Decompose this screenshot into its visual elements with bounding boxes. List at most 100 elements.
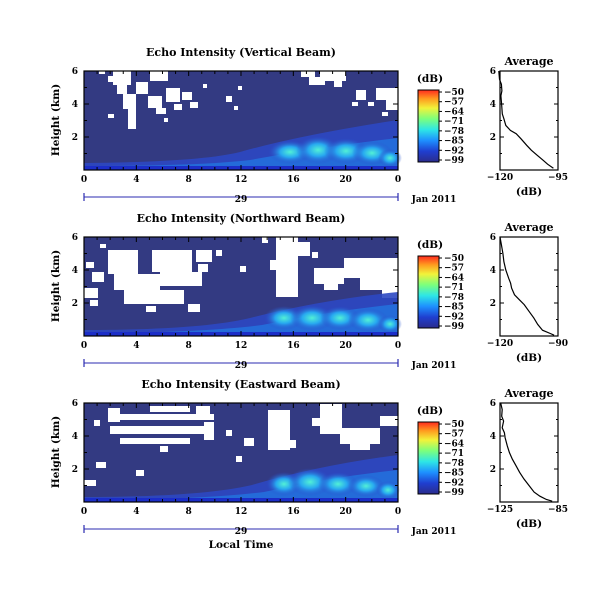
colorbar-label: (dB)	[417, 239, 443, 251]
x-tick-label: 4	[133, 341, 139, 351]
profile-y-tick-label: 4	[490, 266, 496, 276]
average-profile: Average (dB) 6 4 2 −125 −85	[487, 387, 568, 530]
profile-xlabel: (dB)	[516, 186, 542, 198]
date-label: Jan 2011	[411, 527, 457, 537]
colorbar-tick-label: −92	[444, 478, 464, 488]
profile-x-tick-label: −85	[548, 505, 568, 515]
colorbar: (dB) −50−57−64−71−78−85−92−99	[417, 239, 464, 332]
x-axis: 0 4 8 12 16 20 0	[81, 71, 401, 185]
profile-x-tick-label: −125	[487, 505, 513, 515]
y-tick-label: 4	[72, 432, 78, 442]
y-tick-label: 4	[72, 266, 78, 276]
average-profile: Average (dB) 6 4 2 −120 −95	[487, 55, 568, 198]
y-tick-label: 4	[72, 100, 78, 110]
x-tick-label: 0	[81, 341, 87, 351]
x-tick-label: 20	[339, 507, 352, 517]
y-axis-label: Height (km)	[50, 416, 62, 488]
profile-y-tick-label: 2	[490, 133, 496, 143]
x-tick-label: 16	[287, 507, 300, 517]
panel-title: Echo Intensity (Eastward Beam)	[141, 378, 340, 391]
colorbar-tick-label: −99	[444, 488, 464, 498]
colorbar: (dB) −50−57−64−71−78−85−92−99	[417, 73, 464, 166]
profile-y-tick-label: 4	[490, 432, 496, 442]
colorbar-gradient	[417, 255, 440, 329]
y-tick-label: 2	[72, 299, 78, 309]
colorbar-tick-label: −78	[444, 459, 464, 469]
profile-x-tick-label: −120	[487, 173, 513, 183]
profile-y-tick-label: 6	[490, 233, 496, 243]
x-tick-label: 4	[133, 507, 139, 517]
missing-data-mask	[84, 404, 398, 486]
profile-xlabel: (dB)	[516, 352, 542, 364]
colorbar-tick-label: −85	[444, 137, 464, 147]
colorbar-label: (dB)	[417, 405, 443, 417]
x-tick-label: 4	[133, 175, 139, 185]
colorbar-tick-label: −64	[444, 107, 464, 117]
x-axis: 0 4 8 12 16 20 0	[81, 403, 401, 517]
profile-title: Average	[503, 387, 553, 400]
colorbar-tick-label: −57	[444, 430, 464, 440]
x-tick-label: 20	[339, 175, 352, 185]
date-label: Jan 2011	[411, 195, 457, 205]
profile-frame	[499, 402, 559, 503]
date-day: 29	[235, 527, 248, 537]
colorbar-tick-label: −57	[444, 98, 464, 108]
colorbar-tick-label: −50	[444, 88, 464, 98]
profile-y-tick-label: 2	[490, 299, 496, 309]
panel-title: Echo Intensity (Northward Beam)	[137, 212, 346, 225]
heatmap-area	[83, 236, 402, 337]
x-tick-label: 12	[235, 341, 248, 351]
profile-y-tick-label: 6	[490, 399, 496, 409]
panel-eastward: Echo Intensity (Eastward Beam)	[50, 378, 568, 551]
date-bar: 29 Jan 2011	[83, 359, 457, 371]
colorbar-tick-label: −85	[444, 303, 464, 313]
colorbar-tick-label: −71	[444, 117, 464, 127]
profile-title: Average	[503, 221, 553, 234]
colorbar-tick-label: −71	[444, 449, 464, 459]
y-axis: 6 4 2	[72, 67, 398, 171]
y-tick-label: 2	[72, 465, 78, 475]
profile-frame	[499, 70, 559, 171]
y-tick-label: 2	[72, 133, 78, 143]
profile-xlabel: (dB)	[516, 518, 542, 530]
date-label: Jan 2011	[411, 361, 457, 371]
missing-data-mask	[84, 237, 398, 312]
profile-y-tick-label: 2	[490, 465, 496, 475]
profile-line	[500, 402, 553, 502]
missing-data-mask	[99, 71, 398, 129]
colorbar-tick-label: −78	[444, 293, 464, 303]
colorbar-tick-label: −99	[444, 322, 464, 332]
colorbar-tick-label: −92	[444, 312, 464, 322]
panel-vertical: Echo Intensity (Vertical Beam)	[50, 46, 568, 205]
x-tick-label: 0	[395, 341, 401, 351]
panel-northward: Echo Intensity (Northward Beam)	[50, 212, 568, 371]
profile-line	[498, 70, 554, 169]
colorbar: (dB) −50−57−64−71−78−85−92−99	[417, 405, 464, 498]
x-axis: 0 4 8 12 16 20 0	[81, 237, 401, 351]
x-tick-label: 8	[186, 175, 192, 185]
date-day: 29	[235, 195, 248, 205]
colorbar-tick-label: −99	[444, 156, 464, 166]
x-tick-label: 0	[395, 507, 401, 517]
y-axis-label: Height (km)	[50, 250, 62, 322]
colorbar-tick-label: −64	[444, 439, 464, 449]
x-tick-label: 12	[235, 507, 248, 517]
colorbar-tick-label: −78	[444, 127, 464, 137]
x-tick-label: 8	[186, 507, 192, 517]
panel-title: Echo Intensity (Vertical Beam)	[146, 46, 336, 59]
heatmap-area	[83, 70, 402, 171]
colorbar-tick-label: −57	[444, 264, 464, 274]
date-bar: 29 Jan 2011	[83, 193, 457, 205]
x-axis-label: Local Time	[209, 539, 274, 551]
profile-line	[499, 236, 555, 336]
profile-x-tick-label: −120	[487, 339, 513, 349]
date-bar: 29 Jan 2011	[83, 525, 457, 537]
profile-y-tick-label: 6	[490, 67, 496, 77]
profile-x-tick-label: −90	[548, 339, 568, 349]
x-tick-label: 16	[287, 341, 300, 351]
y-tick-label: 6	[72, 399, 78, 409]
colorbar-tick-label: −50	[444, 420, 464, 430]
y-axis: 6 4 2	[72, 399, 398, 503]
colorbar-tick-label: −64	[444, 273, 464, 283]
